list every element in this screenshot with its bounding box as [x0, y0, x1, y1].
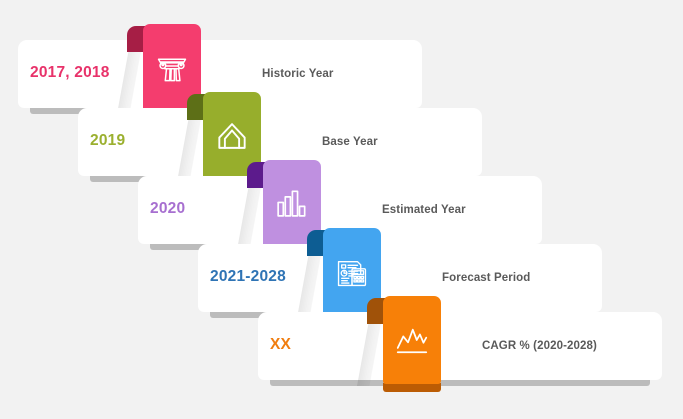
- row-banner-edge-cagr-period: [270, 380, 650, 386]
- row-year-value-forecast-period: 2021-2028: [210, 268, 286, 285]
- calculator-document-icon: [337, 261, 367, 287]
- badge-foot-cagr-period: [383, 383, 441, 392]
- row-banner-cagr-period: [258, 312, 662, 380]
- row-caption-label-cagr-period: CAGR % (2020-2028): [482, 340, 597, 352]
- bar-chart-icon: [277, 190, 306, 217]
- row-caption-label-forecast-period: Forecast Period: [442, 272, 531, 284]
- row-caption-label-historic-year: Historic Year: [262, 68, 334, 80]
- row-year-value-historic-year: 2017, 2018: [30, 64, 110, 81]
- pillar-icon: [157, 58, 187, 82]
- row-caption-label-estimated-year: Estimated Year: [382, 204, 466, 216]
- badge-cagr-period[interactable]: [383, 296, 441, 384]
- row-caption-label-base-year: Base Year: [322, 136, 378, 148]
- row-year-value-cagr-period: XX: [270, 336, 292, 353]
- house-icon: [218, 123, 246, 149]
- row-year-value-base-year: 2019: [90, 132, 126, 149]
- line-chart-icon: [396, 328, 428, 354]
- row-year-value-estimated-year: 2020: [150, 200, 186, 217]
- timeline-row-cagr-period: XX CAGR % (2020-2028): [258, 296, 662, 392]
